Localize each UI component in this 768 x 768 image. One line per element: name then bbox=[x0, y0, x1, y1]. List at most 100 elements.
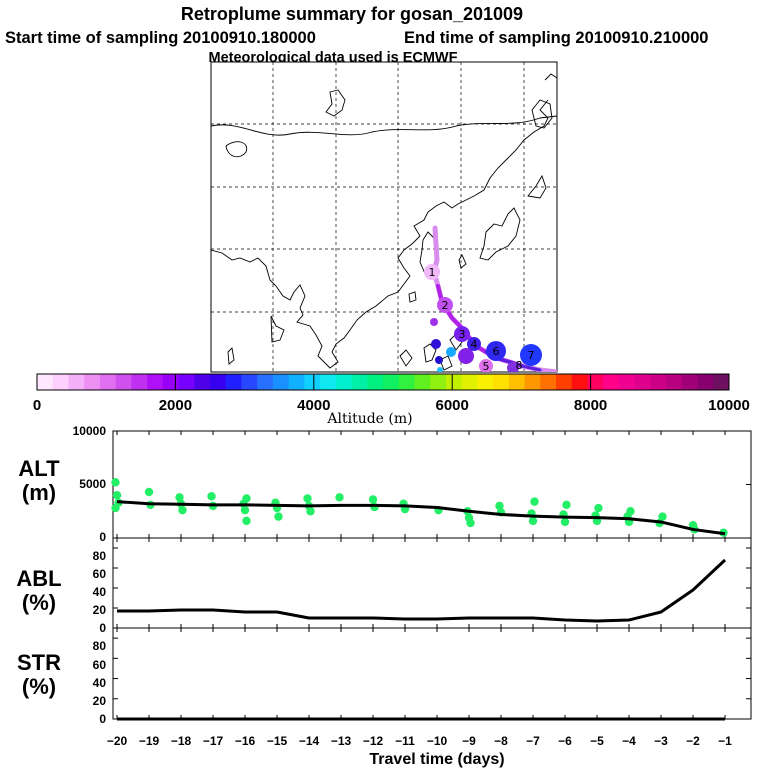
plume-circle bbox=[507, 362, 519, 372]
alt-scatter-point bbox=[528, 516, 538, 526]
chart-title: Retroplume summary for gosan_201009 bbox=[181, 4, 523, 24]
plume-circle bbox=[454, 326, 470, 342]
colorbar-swatch bbox=[398, 374, 415, 390]
colorbar-swatch bbox=[603, 374, 620, 390]
x-tick-label: −10 bbox=[427, 734, 448, 748]
alt-line bbox=[116, 500, 726, 536]
axis-tick-marks bbox=[113, 430, 751, 720]
colorbar-swatch bbox=[634, 374, 651, 390]
x-tick-label: −8 bbox=[494, 734, 508, 748]
x-tick-label: −2 bbox=[686, 734, 700, 748]
end-time-label: End time of sampling 20100910.210000 bbox=[404, 29, 709, 47]
plume-circle bbox=[424, 264, 440, 280]
x-tick-label: −3 bbox=[654, 734, 668, 748]
colorbar-swatch bbox=[178, 374, 195, 390]
colorbar-label: Altitude (m) bbox=[326, 411, 412, 427]
alt-scatter-point bbox=[562, 500, 571, 510]
alt-scatter-point bbox=[242, 516, 251, 526]
x-tick-label: −6 bbox=[558, 734, 572, 748]
x-tick-label: −7 bbox=[526, 734, 540, 748]
colorbar-swatch bbox=[493, 374, 510, 390]
colorbar-swatch bbox=[162, 374, 180, 390]
plume-circle bbox=[446, 347, 456, 357]
str-panel-frame bbox=[112, 627, 752, 720]
colorbar-swatch bbox=[37, 374, 54, 390]
colorbar-tick-label: 2000 bbox=[159, 397, 192, 414]
trajectory-map: 1 2 3 4 5 6 7 8 bbox=[210, 61, 558, 373]
abl-panel-name: ABL bbox=[16, 566, 61, 591]
colorbar-swatch bbox=[587, 374, 604, 390]
x-tick-label: −17 bbox=[203, 734, 224, 748]
abl-y-ticks: 80 60 40 20 0 bbox=[93, 549, 107, 635]
colorbar-swatch bbox=[650, 374, 667, 390]
alt-scatter-point bbox=[306, 507, 315, 516]
colorbar-frame bbox=[36, 373, 730, 391]
alt-series bbox=[111, 478, 728, 537]
abl-ytick-label: 20 bbox=[93, 603, 107, 617]
x-tick-label: −16 bbox=[235, 734, 256, 748]
colorbar-swatch bbox=[257, 374, 274, 390]
plume-circle bbox=[467, 337, 481, 351]
colorbar-swatch bbox=[697, 374, 714, 390]
colorbar-tick-label: 10000 bbox=[708, 397, 750, 414]
colorbar-swatch bbox=[713, 374, 730, 390]
plume-circle bbox=[458, 348, 474, 364]
str-ytick-label: 40 bbox=[93, 676, 107, 690]
x-axis-label: Travel time (days) bbox=[369, 751, 504, 768]
day-label-8: 8 bbox=[516, 359, 523, 372]
abl-series bbox=[117, 558, 727, 623]
alt-scatter-point bbox=[111, 503, 120, 513]
alt-scatter-point bbox=[466, 518, 475, 528]
altitude-colorbar: 0 2000 4000 6000 8000 10000 bbox=[33, 373, 750, 414]
x-tick-labels: −20 −19 −18 −17 −16 −15 −14 −13 −12 −11 … bbox=[107, 734, 732, 748]
abl-ytick-label: 80 bbox=[93, 549, 107, 563]
alt-scatter-point bbox=[335, 493, 344, 502]
colorbar-swatch bbox=[524, 374, 541, 390]
abl-ytick-label: 40 bbox=[93, 585, 107, 599]
colorbar-swatch bbox=[540, 374, 557, 390]
x-tick-label: −14 bbox=[299, 734, 320, 748]
trajectory-day-labels: 1 2 3 4 5 6 7 8 bbox=[429, 266, 535, 372]
time-series-panels: ALT (m) ABL (%) STR (%) 10000 5000 0 80 … bbox=[16, 424, 752, 768]
colorbar-tick-label: 6000 bbox=[436, 397, 469, 414]
day-label-1: 1 bbox=[429, 266, 436, 279]
alt-scatter-point bbox=[144, 487, 154, 497]
plume-circle bbox=[437, 297, 453, 313]
colorbar-swatch bbox=[68, 374, 85, 390]
day-label-4: 4 bbox=[471, 338, 478, 351]
map-coastlines bbox=[211, 73, 557, 371]
x-tick-label: −4 bbox=[622, 734, 636, 748]
colorbar-swatch bbox=[288, 374, 305, 390]
x-tick-label: −1 bbox=[718, 734, 732, 748]
colorbar-swatch bbox=[147, 374, 164, 390]
start-time-label: Start time of sampling 20100910.180000 bbox=[5, 29, 316, 47]
map-frame bbox=[210, 61, 558, 373]
day-label-2: 2 bbox=[442, 299, 449, 312]
plume-circle bbox=[430, 318, 438, 326]
colorbar-tick-label: 8000 bbox=[574, 397, 607, 414]
alt-scatter-point bbox=[530, 497, 539, 506]
x-tick-label: −20 bbox=[107, 734, 128, 748]
colorbar-swatch bbox=[445, 374, 463, 390]
colorbar-swatch bbox=[335, 374, 353, 390]
alt-ytick-label: 0 bbox=[99, 530, 106, 544]
abl-ytick-label: 0 bbox=[99, 621, 106, 635]
alt-scatter-point bbox=[274, 512, 283, 521]
plume-circle bbox=[520, 344, 542, 366]
colorbar-swatch bbox=[194, 374, 211, 390]
alt-scatter-point bbox=[111, 478, 120, 487]
str-ytick-label: 80 bbox=[93, 639, 107, 653]
colorbar-swatch bbox=[351, 374, 368, 390]
colorbar-swatch bbox=[571, 374, 588, 390]
plume-circle bbox=[479, 359, 493, 372]
alt-scatter-point bbox=[303, 494, 312, 503]
colorbar-swatch bbox=[320, 374, 337, 390]
colorbar-swatch bbox=[241, 374, 258, 390]
colorbar-swatch bbox=[461, 374, 478, 390]
x-tick-label: −13 bbox=[331, 734, 352, 748]
x-tick-label: −9 bbox=[462, 734, 476, 748]
plume-markers bbox=[424, 264, 542, 372]
colorbar-swatch bbox=[131, 374, 148, 390]
str-panel-unit: (%) bbox=[22, 674, 56, 699]
